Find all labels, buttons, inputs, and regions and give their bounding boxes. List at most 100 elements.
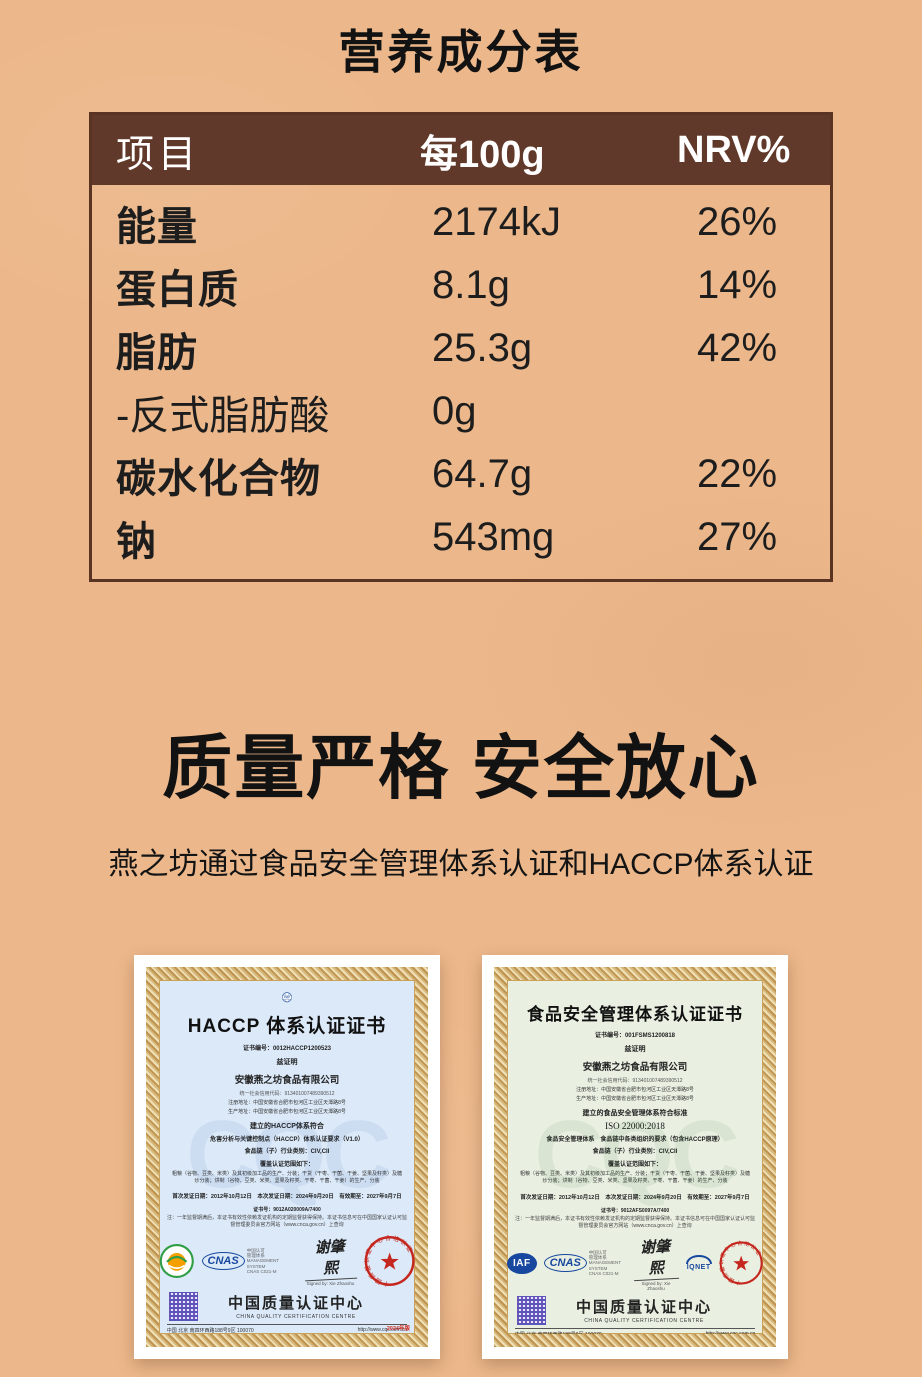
accreditation-logos: CNAS 中国认可 管理体系 MANAGEMENT SYSTEM CNAS C0… xyxy=(159,1234,415,1287)
red-seal-icon: 中国质量认证中心合格认证 xyxy=(364,1235,415,1287)
establish-line: 建立的食品安全管理体系符合标准 xyxy=(582,1110,688,1117)
iqnet-logo: IQNET xyxy=(685,1255,712,1271)
footer-url: http://www.cqc.com.cn xyxy=(357,1327,408,1333)
row-label: -反式脂肪酸 xyxy=(116,393,330,438)
signature: 谢肇熙 Signed by: Xie Zhaoshu xyxy=(303,1234,358,1286)
standard-line-2: 食品链（子）行业类别：CIV,CII xyxy=(244,1148,330,1155)
issuer-name-cn: 中国质量认证中心 xyxy=(575,1298,712,1316)
registered-address: 注册地址：中国安徽省合肥市包河区工业区天潭路8号 xyxy=(228,1099,346,1106)
issuer-row: 中国质量认证中心 CHINA QUALITY CERTIFICATION CEN… xyxy=(517,1295,753,1325)
table-row: 碳水化合物 64.7g 22% xyxy=(92,443,830,506)
row-label: 脂肪 xyxy=(116,330,198,375)
svg-text:CQC: CQC xyxy=(284,995,291,999)
cnas-caption: 中国认可 管理体系 MANAGEMENT SYSTEM CNAS C021-M xyxy=(246,1248,279,1274)
row-nrv: 22% xyxy=(697,452,778,496)
row-nrv: 42% xyxy=(697,326,778,370)
prove-label: 兹证明 xyxy=(624,1046,646,1053)
row-label: 碳水化合物 xyxy=(116,456,321,501)
note-text: 注：一年监督期满后，本证书有效性依赖发证机构的定期监督获得保持。本证书信息可在中… xyxy=(514,1215,755,1229)
company-code: 统一社会信用代码：913401007489390512 xyxy=(587,1078,683,1084)
quality-subheading: 燕之坊通过食品安全管理体系认证和HACCP体系认证 xyxy=(108,848,814,881)
row-value: 0g xyxy=(432,389,477,433)
company-code: 统一社会信用代码：913401007489390512 xyxy=(239,1090,335,1097)
certificate-title: HACCP 体系认证证书 xyxy=(187,1015,387,1037)
certificate-haccp: CQC CQC HACCP 体系认证证书 证书编号：0012HACCP12005… xyxy=(134,955,440,1359)
row-value: 8.1g xyxy=(432,263,510,307)
issuer-name-en: CHINA QUALITY CERTIFICATION CENTRE xyxy=(584,1317,704,1324)
certificate-title: 食品安全管理体系认证证书 xyxy=(527,1005,743,1024)
signature: 谢肇熙 Signed by: Xie Zhaoshu xyxy=(632,1234,680,1291)
nutrition-table-header: 项目 每100g NRV% xyxy=(92,115,830,185)
note-cert-number: 证书号：9012AFS0097A/7400 xyxy=(600,1207,670,1214)
registered-address: 注册地址：中国安徽省合肥市包河区工业区天潭路8号 xyxy=(576,1087,694,1093)
issuer-name-block: 中国质量认证中心 CHINA QUALITY CERTIFICATION CEN… xyxy=(517,1296,753,1324)
nutrition-table-title: 营养成分表 xyxy=(338,26,584,78)
table-row: 钠 543mg 27% xyxy=(92,506,830,569)
row-label: 蛋白质 xyxy=(116,267,239,312)
note-cert-number: 证书号：9012A020009A/7400 xyxy=(253,1207,321,1213)
issuer-name-block: 中国质量认证中心 CHINA QUALITY CERTIFICATION CEN… xyxy=(169,1292,405,1320)
signature-hand: 谢肇熙 xyxy=(632,1234,680,1281)
cnas-logo: CNAS 中国认可 管理体系 MANAGEMENT SYSTEM CNAS C0… xyxy=(201,1248,298,1274)
certificate-footer: 中国 北京 南四环西路188号9区 100070 http://www.cqc.… xyxy=(166,1324,408,1334)
company-name: 安徽燕之坊食品有限公司 xyxy=(234,1074,340,1086)
scope-text: 粗粮（谷物、豆类、米类）及其初级加工品的生产、分装；干货（干枣、干菌、干姜、坚果… xyxy=(171,1170,402,1184)
footer-address: 中国 北京 南四环西路188号9区 100070 xyxy=(514,1331,602,1338)
iqnet-arc-icon xyxy=(685,1255,712,1264)
row-nrv: 27% xyxy=(697,515,778,559)
row-value: 25.3g xyxy=(432,326,533,370)
note-text: 注：一年监督期满后，本证书有效性依赖发证机构的定期监督获得保持。本证书信息可在中… xyxy=(166,1215,407,1228)
scope-title: 覆盖认证范围如下： xyxy=(607,1162,662,1168)
iaf-logo: IAF xyxy=(507,1252,537,1274)
qr-code xyxy=(517,1295,547,1325)
row-label: 钠 xyxy=(116,519,157,564)
cnas-logo: CNAS 中国认可 管理体系 MANAGEMENT SYSTEM CNAS C0… xyxy=(543,1250,627,1276)
row-nrv: 14% xyxy=(697,263,778,307)
standard-line-1: 食品安全管理体系 食品链中各类组织的要求（包含HACCP原理） xyxy=(546,1137,724,1143)
footer-url: http://www.cqc.com.cn xyxy=(705,1330,756,1337)
row-nrv: 26% xyxy=(697,200,778,244)
accreditation-logos: IAF CNAS 中国认可 管理体系 MANAGEMENT SYSTEM CNA… xyxy=(507,1234,763,1291)
scope-title: 覆盖认证范围如下： xyxy=(259,1161,314,1168)
table-row: -反式脂肪酸 0g xyxy=(92,380,830,443)
signature-caption: Signed by: Xie Zhaoshu xyxy=(641,1280,671,1291)
nutrition-table-body: 能量 2174kJ 26% 蛋白质 8.1g 14% 脂肪 25.3g 42% … xyxy=(92,185,830,579)
signature-hand: 谢肇熙 xyxy=(303,1234,358,1282)
cnas-label: CNAS xyxy=(201,1251,245,1270)
certificate-haccp-inner: CQC CQC HACCP 体系认证证书 证书编号：0012HACCP12005… xyxy=(146,967,428,1347)
red-seal-icon: 中国质量认证中心合格认证 xyxy=(719,1239,763,1287)
production-address: 生产地址：中国安徽省合肥市包河区工业区天潭路8号 xyxy=(576,1096,694,1102)
production-address: 生产地址：中国安徽省合肥市包河区工业区天潭路8号 xyxy=(228,1108,346,1115)
certificate-fsms-inner: CQC CQC 食品安全管理体系认证证书 证书编号：001FSMS1200818… xyxy=(494,967,776,1347)
issuer-name-en: CHINA QUALITY CERTIFICATION CENTRE xyxy=(236,1314,356,1320)
standard-line-2: 食品链（子）行业类别：CIV,CII xyxy=(592,1149,678,1155)
cqc-logo-icon: CQC xyxy=(281,992,293,1003)
table-row: 脂肪 25.3g 42% xyxy=(92,317,830,380)
row-value: 543mg xyxy=(432,515,555,559)
establish-line: 建立的HACCP体系符合 xyxy=(250,1122,324,1130)
quality-heading: 质量严格 安全放心 xyxy=(162,729,760,807)
issuer-name-cn: 中国质量认证中心 xyxy=(227,1295,364,1312)
certificate-fsms: CQC CQC 食品安全管理体系认证证书 证书编号：001FSMS1200818… xyxy=(482,955,788,1359)
certificate-number: 证书编号：0012HACCP1200523 xyxy=(242,1045,332,1052)
certificate-footer: 中国 北京 南四环西路188号9区 100070 http://www.cqc.… xyxy=(514,1327,756,1338)
qr-code xyxy=(169,1292,199,1321)
company-name: 安徽燕之坊食品有限公司 xyxy=(582,1062,688,1073)
certificates-row: CQC CQC HACCP 体系认证证书 证书编号：0012HACCP12005… xyxy=(0,955,922,1359)
table-row: 能量 2174kJ 26% xyxy=(92,191,830,254)
table-row: 蛋白质 8.1g 14% xyxy=(92,254,830,317)
header-nrv: NRV% xyxy=(677,128,791,171)
row-value: 2174kJ xyxy=(432,200,561,244)
prove-label: 兹证明 xyxy=(276,1058,298,1066)
cnas-label: CNAS xyxy=(543,1253,587,1272)
header-per100g: 每100g xyxy=(420,133,545,176)
signature-caption: Signed by: Xie Zhaoshu xyxy=(306,1281,355,1286)
iso-standard: ISO 22000:2018 xyxy=(605,1121,665,1131)
header-item: 项目 xyxy=(116,133,201,176)
nutrition-table: 项目 每100g NRV% 能量 2174kJ 26% 蛋白质 8.1g 14%… xyxy=(89,112,833,582)
scope-text: 粗粮（谷物、豆类、米类）及其初级加工品的生产、分装；干货（干枣、干菌、干姜、坚果… xyxy=(519,1171,750,1185)
footer-address: 中国 北京 南四环西路188号9区 100070 xyxy=(166,1328,254,1334)
edition-label: 2024年版 xyxy=(386,1326,410,1332)
cnas-caption: 中国认可 管理体系 MANAGEMENT SYSTEM CNAS C021-M xyxy=(588,1250,621,1276)
